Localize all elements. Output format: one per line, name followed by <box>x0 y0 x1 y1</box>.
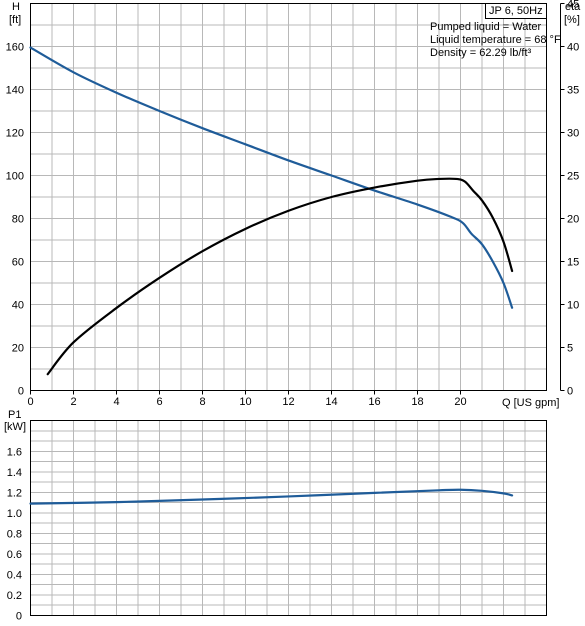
y2-axis-title: eta <box>565 1 581 13</box>
bottom-plot-frame <box>30 420 547 616</box>
p1-axis-unit: [kW] <box>4 421 26 433</box>
y2-tick-label: 15 <box>567 257 579 269</box>
x-tick-label: 16 <box>368 396 380 408</box>
x-tick-label: 20 <box>454 396 466 408</box>
y-tick-label: 60 <box>12 257 24 269</box>
y2-tick-label: 30 <box>567 128 579 140</box>
y-tick-label: 160 <box>6 42 24 54</box>
top-tick-labels: 0 2 4 6 8 10 12 14 16 18 20 0 20 40 60 80 100 120 140 160 0 5… <box>6 0 580 408</box>
top-grid <box>30 3 547 391</box>
x-tick-label: 10 <box>239 396 251 408</box>
bottom-tick-labels: 0 0.2 0.4 0.6 0.8 1.0 1.2 1.4 1.6 <box>7 446 22 622</box>
y-tick-label: 20 <box>12 343 24 355</box>
x-tick-label: 18 <box>411 396 423 408</box>
y-tick-label: 140 <box>6 85 24 97</box>
x-tick-label: 0 <box>27 396 33 408</box>
y2-tick-label: 25 <box>567 171 579 183</box>
p1-tick-label: 0.4 <box>7 569 22 581</box>
y2-tick-label: 0 <box>567 386 573 398</box>
p1-tick-label: 1.6 <box>7 446 22 458</box>
y2-tick-label: 20 <box>567 214 579 226</box>
p1-tick-label: 1.4 <box>7 467 22 479</box>
info-liquid-temperature: Liquid temperature = 68 °F <box>430 34 561 46</box>
y2-tick-label: 40 <box>567 42 579 54</box>
p1-tick-label: 1.0 <box>7 508 22 520</box>
y2-tick-label: 5 <box>567 343 573 355</box>
y-axis-unit: [ft] <box>9 14 21 26</box>
power-chart: 0 0.2 0.4 0.6 0.8 1.0 1.2 1.4 1.6 P1 [kW] <box>4 409 547 623</box>
x-tick-label: 14 <box>325 396 337 408</box>
top-series <box>29 46 514 376</box>
y-tick-label: 120 <box>6 128 24 140</box>
p1-tick-label: 0.2 <box>7 590 22 602</box>
x-tick-label: 2 <box>70 396 76 408</box>
y-tick-label: 0 <box>18 386 24 398</box>
p1-tick-label: 1.2 <box>7 487 22 499</box>
y-tick-label: 100 <box>6 171 24 183</box>
p1-tick-label: 0.8 <box>7 528 22 540</box>
info-pumped-liquid: Pumped liquid = Water <box>430 21 542 33</box>
efficiency-curve <box>46 177 514 376</box>
x-tick-label: 8 <box>199 396 205 408</box>
y-tick-label: 40 <box>12 300 24 312</box>
info-density: Density = 62.29 lb/ft³ <box>430 47 532 59</box>
y2-axis-unit: [%] <box>564 14 580 26</box>
head-efficiency-chart: 0 2 4 6 8 10 12 14 16 18 20 0 20 40 60 80 100 120 140 160 0 5… <box>6 0 582 409</box>
x-tick-label: 12 <box>282 396 294 408</box>
y2-tick-label: 45 <box>567 0 579 11</box>
bottom-grid <box>30 420 547 616</box>
x-tick-label: 6 <box>156 396 162 408</box>
head-curve <box>29 46 514 309</box>
y-tick-label: 80 <box>12 214 24 226</box>
p1-tick-label: 0 <box>16 611 22 622</box>
p1-axis-title: P1 <box>8 409 21 421</box>
power-curve <box>29 488 514 505</box>
chart-title-box <box>485 3 547 19</box>
y2-tick-label: 10 <box>567 300 579 312</box>
p1-tick-label: 0.6 <box>7 549 22 561</box>
x-axis-title: Q [US gpm] <box>502 397 559 409</box>
y-axis-title: H <box>12 1 20 13</box>
chart-title: JP 6, 50Hz <box>489 5 543 17</box>
bottom-series <box>29 488 514 505</box>
x-tick-label: 4 <box>113 396 119 408</box>
y2-tick-label: 35 <box>567 85 579 97</box>
